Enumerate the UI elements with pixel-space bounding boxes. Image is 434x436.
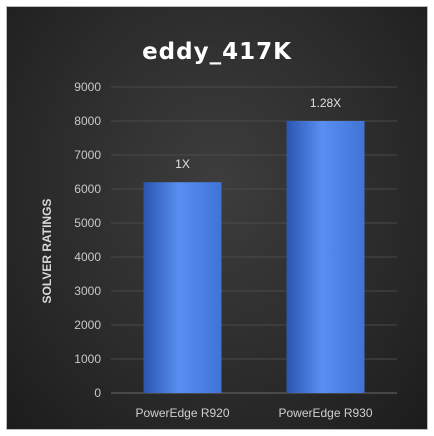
y-axis-title: SOLVER RATINGS: [40, 199, 54, 304]
data-label: 1.28X: [310, 96, 341, 110]
y-tick-label: 8000: [74, 114, 101, 128]
y-tick-label: 7000: [74, 148, 101, 162]
data-labels: 1X 1.28X: [175, 96, 341, 171]
y-tick-label: 4000: [74, 250, 101, 264]
x-category-label: PowerEdge R920: [135, 406, 229, 420]
bar-chart: eddy_417K SOLVER RATINGS 0 1000 2000 3000 40…: [40, 39, 397, 420]
data-label: 1X: [175, 157, 190, 171]
chart-frame: eddy_417K SOLVER RATINGS 0 1000 2000 3000 40…: [6, 6, 428, 430]
bars: [143, 121, 365, 393]
chart-title: eddy_417K: [142, 39, 292, 65]
bar: [143, 182, 222, 393]
x-category-label: PowerEdge R930: [278, 406, 372, 420]
y-tick-label: 2000: [74, 318, 101, 332]
y-tick-label: 0: [94, 386, 101, 400]
y-tick-label: 5000: [74, 216, 101, 230]
x-axis-categories: PowerEdge R920 PowerEdge R930: [135, 406, 372, 420]
y-axis-ticks: 0 1000 2000 3000 4000 5000 6000 7000 8000 9000: [74, 80, 101, 400]
y-tick-label: 3000: [74, 284, 101, 298]
bar: [286, 121, 365, 393]
y-tick-label: 9000: [74, 80, 101, 94]
y-tick-label: 6000: [74, 182, 101, 196]
y-tick-label: 1000: [74, 352, 101, 366]
